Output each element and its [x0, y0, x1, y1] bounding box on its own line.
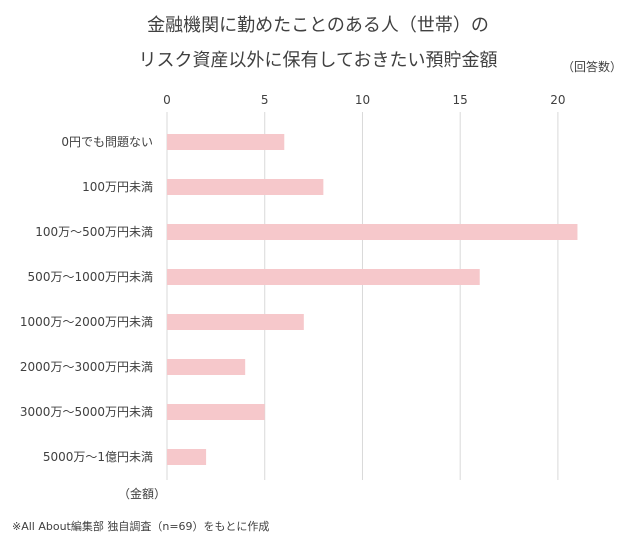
bars	[167, 134, 578, 465]
bar	[167, 134, 285, 150]
x-tick-labels: 0 5 10 15 20	[163, 93, 565, 107]
category-axis-label: （金額）	[118, 486, 166, 501]
bar	[167, 179, 324, 195]
grid-layer	[166, 112, 559, 480]
x-tick-label: 15	[453, 93, 468, 107]
category-label: 2000万〜3000万円未満	[20, 360, 153, 374]
category-label: 1000万〜2000万円未満	[20, 315, 153, 329]
bar	[167, 224, 578, 240]
source-note: ※All About編集部 独自調査（n=69）をもとに作成	[12, 519, 269, 533]
category-label: 3000万〜5000万円未満	[20, 405, 153, 419]
category-label: 100万〜500万円未満	[35, 225, 153, 239]
category-label: 0円でも問題ない	[61, 135, 153, 149]
x-tick-label: 20	[550, 93, 565, 107]
value-unit-label: （回答数）	[562, 59, 622, 74]
x-tick-label: 0	[163, 93, 171, 107]
chart-title-line-1: 金融機関に勤めたことのある人（世帯）の	[147, 15, 489, 36]
bar	[167, 314, 304, 330]
x-tick-label: 10	[355, 93, 370, 107]
category-label: 5000万〜1億円未満	[43, 450, 153, 464]
bar	[167, 404, 265, 420]
category-label: 500万〜1000万円未満	[28, 270, 153, 284]
chart-title-line-2: リスク資産以外に保有しておきたい預貯金額	[139, 50, 498, 71]
bar	[167, 449, 207, 465]
category-labels: 0円でも問題ない 100万円未満 100万〜500万円未満 500万〜1000万円未満…	[20, 135, 153, 464]
x-tick-label: 5	[261, 93, 269, 107]
bar	[167, 359, 246, 375]
bar	[167, 269, 480, 285]
category-label: 100万円未満	[82, 180, 153, 194]
